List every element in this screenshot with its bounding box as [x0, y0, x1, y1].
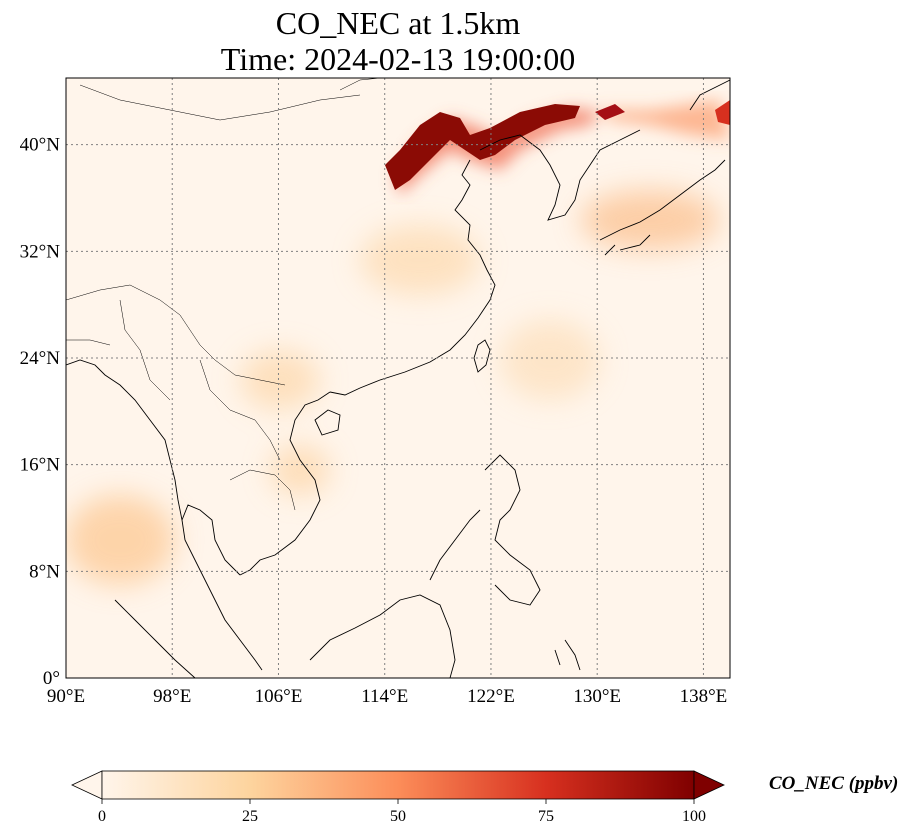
haze-east-china	[360, 225, 480, 295]
colorbar: 0 25 50 75 100 CO_NEC (ppbv)	[71, 770, 898, 825]
lon-tick-label: 130°E	[573, 686, 621, 707]
co-plume-east	[595, 104, 625, 120]
lat-tick-label: 16°N	[20, 455, 61, 476]
map-frame	[65, 77, 731, 679]
haze-bay-of-bengal	[66, 495, 175, 585]
coastlines	[66, 79, 730, 678]
gridlines	[66, 78, 730, 678]
haze-thailand	[270, 445, 330, 495]
colorbar-gradient	[101, 770, 695, 800]
colorbar-extend-min	[71, 770, 103, 800]
lon-tick-label: 106°E	[255, 686, 303, 707]
lon-tick-labels: 90°E 98°E 106°E 114°E 122°E 130°E 138°E	[47, 686, 727, 707]
haze-japan	[580, 190, 720, 250]
plot-title-line2: Time: 2024-02-13 19:00:00	[220, 41, 576, 77]
lon-tick-label: 114°E	[361, 686, 408, 707]
lon-tick-label: 122°E	[467, 686, 515, 707]
colorbar-tick-label: 0	[98, 808, 106, 825]
plot-title-line1: CO_NEC at 1.5km	[275, 5, 521, 41]
colorbar-tick-label: 75	[538, 808, 554, 825]
concentration-field	[66, 100, 730, 585]
co-plume-core	[385, 104, 580, 190]
lat-tick-label: 0°	[43, 668, 60, 689]
lon-tick-label: 90°E	[47, 686, 85, 707]
lat-tick-label: 40°N	[20, 135, 61, 156]
lat-tick-label: 24°N	[20, 348, 61, 369]
lat-tick-labels: 0° 8°N 16°N 24°N 32°N 40°N	[20, 135, 61, 689]
co-plume-edge	[715, 100, 730, 125]
map-panel: 90°E 98°E 106°E 114°E 122°E 130°E 138°E 0° 8°N 1…	[20, 77, 731, 707]
country-borders	[66, 78, 381, 511]
haze-pacific	[500, 320, 600, 400]
lon-tick-label: 138°E	[680, 686, 728, 707]
lat-tick-label: 32°N	[20, 241, 61, 262]
colorbar-ticks: 0 25 50 75 100	[98, 799, 706, 825]
colorbar-extend-max	[693, 770, 725, 800]
colorbar-tick-label: 50	[390, 808, 406, 825]
colorbar-tick-label: 100	[682, 808, 706, 825]
lon-tick-label: 98°E	[153, 686, 191, 707]
haze-indochina	[240, 350, 320, 410]
colorbar-tick-label: 25	[242, 808, 258, 825]
lat-tick-label: 8°N	[29, 561, 60, 582]
colorbar-label: CO_NEC (ppbv)	[769, 773, 898, 794]
